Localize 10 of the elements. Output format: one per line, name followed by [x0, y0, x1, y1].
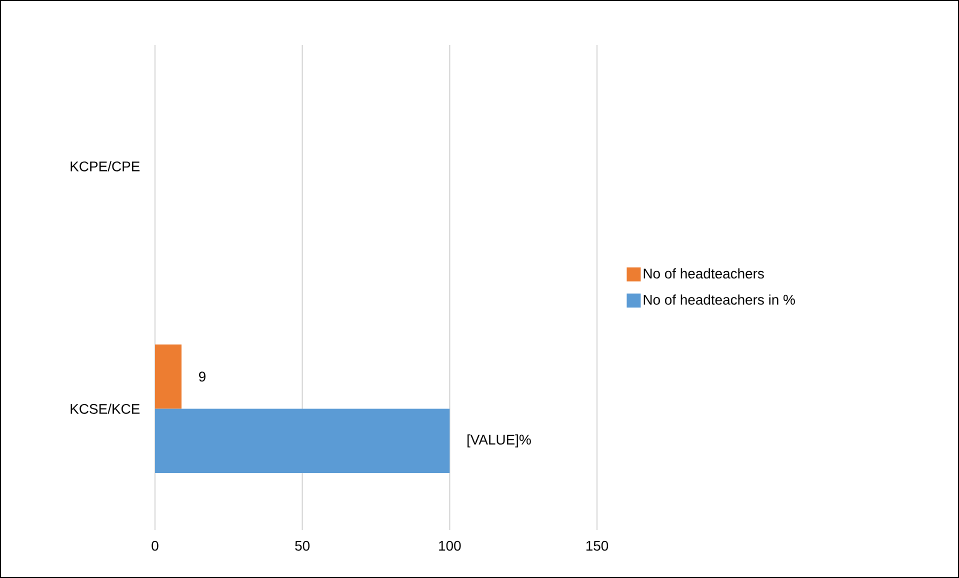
y-tick-label: KCSE/KCE	[70, 404, 140, 414]
x-tick-label: 150	[586, 540, 608, 551]
x-tick-label: 50	[295, 540, 310, 551]
legend-label: No of headteachers in %	[644, 294, 795, 305]
data-label: [VALUE]%	[468, 434, 531, 448]
legend-label: No of headteachers	[644, 268, 764, 279]
x-tick-label: 0	[152, 540, 158, 551]
y-tick-label: KCPE/CPE	[70, 161, 140, 172]
data-label: 9	[199, 372, 206, 382]
x-tick-label: 100	[439, 540, 461, 551]
